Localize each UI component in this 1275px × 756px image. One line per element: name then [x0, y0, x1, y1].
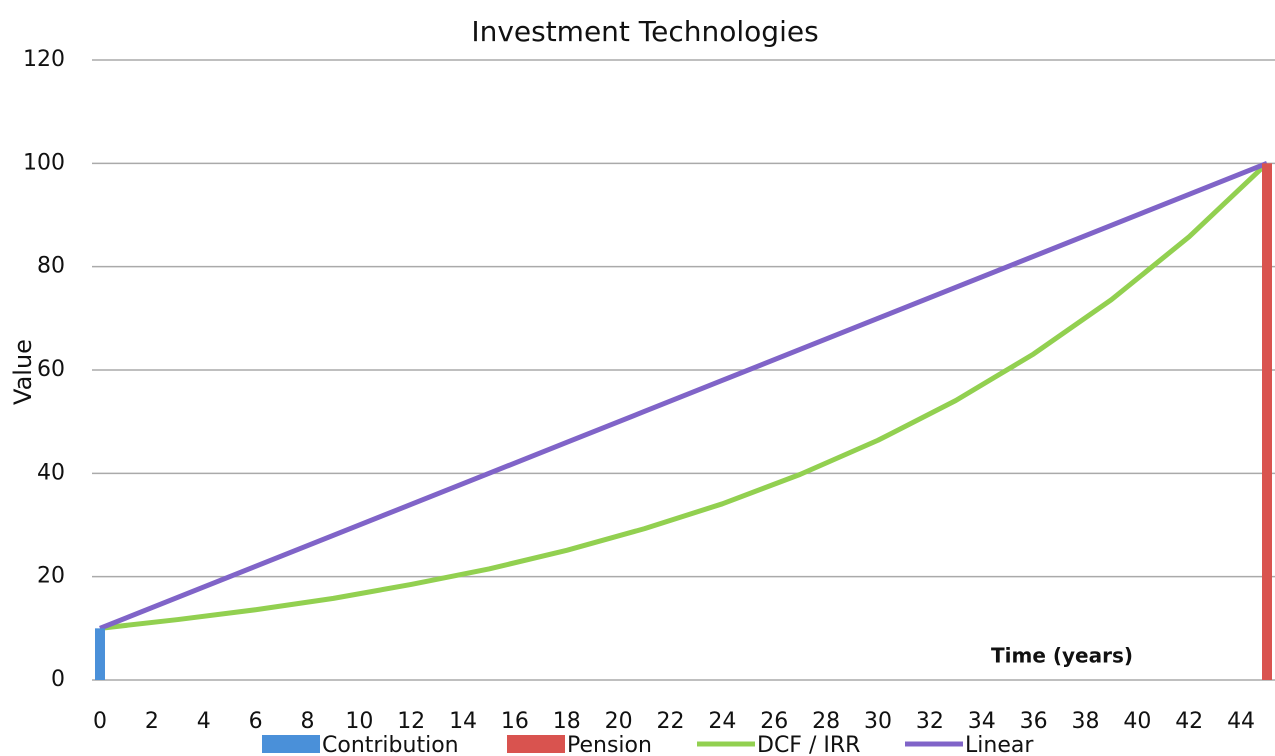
legend-label: Contribution: [322, 733, 459, 756]
x-tick-label: 44: [1227, 709, 1255, 734]
line: [99, 161, 1268, 631]
x-tick-label: 6: [249, 709, 263, 734]
y-tick-label: 80: [37, 254, 65, 279]
x-tick-label: 26: [760, 709, 788, 734]
x-tick-label: 8: [300, 709, 314, 734]
x-tick-label: 2: [145, 709, 159, 734]
legend-swatch: [262, 735, 320, 753]
x-tick-label: 30: [864, 709, 892, 734]
x-tick-label: 18: [553, 709, 581, 734]
x-tick-label: 10: [345, 709, 373, 734]
x-tick-label: 22: [657, 709, 685, 734]
x-tick-label: 24: [708, 709, 736, 734]
x-tick-label: 12: [397, 709, 425, 734]
x-axis-label: Time (years): [991, 644, 1133, 668]
x-tick-label: 16: [501, 709, 529, 734]
bar: [95, 628, 105, 680]
line: [99, 161, 1269, 631]
legend-label: Linear: [965, 733, 1034, 756]
bar: [1262, 163, 1272, 681]
x-tick-label: 0: [93, 709, 107, 734]
x-tick-label: 14: [449, 709, 477, 734]
chart-title: Investment Technologies: [471, 15, 818, 48]
y-tick-label: 40: [37, 460, 65, 485]
y-tick-label: 100: [23, 150, 65, 175]
x-tick-label: 42: [1175, 709, 1203, 734]
x-tick-label: 40: [1123, 709, 1151, 734]
legend-label: Pension: [567, 733, 652, 756]
y-tick-label: 20: [37, 564, 65, 589]
x-tick-label: 28: [812, 709, 840, 734]
y-tick-label: 60: [37, 357, 65, 382]
x-tick-label: 36: [1020, 709, 1048, 734]
legend-label: DCF / IRR: [757, 733, 860, 756]
y-tick-label: 120: [23, 47, 65, 72]
x-tick-label: 4: [197, 709, 211, 734]
x-tick-label: 38: [1071, 709, 1099, 734]
x-tick-label: 32: [916, 709, 944, 734]
y-axis-label: Value: [9, 339, 37, 405]
x-tick-label: 20: [605, 709, 633, 734]
x-tick-label: 34: [968, 709, 996, 734]
y-tick-label: 0: [51, 667, 65, 692]
legend-swatch: [507, 735, 565, 753]
